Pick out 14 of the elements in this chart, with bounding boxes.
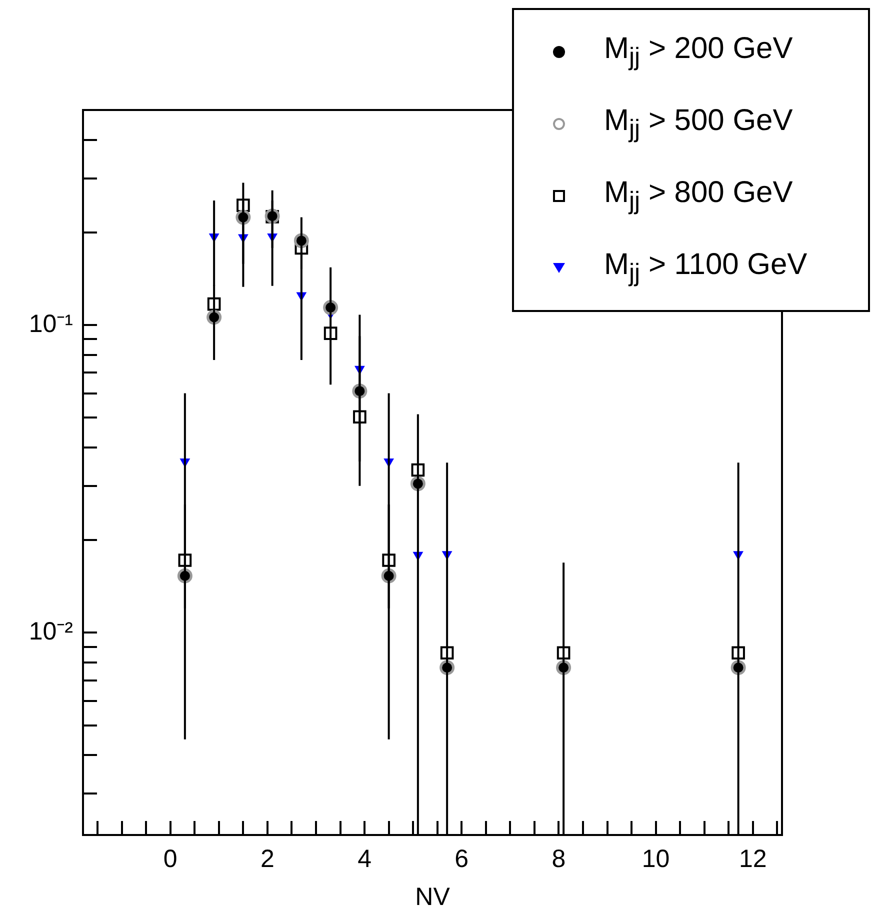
- y-tick-label: 10⁻¹: [28, 310, 73, 338]
- legend-label: M$_{jj}$ > 500 GeV: [604, 104, 793, 144]
- legend-label: M$_{jj}$ > 800 GeV: [604, 176, 793, 216]
- x-tick-label: 12: [738, 844, 767, 873]
- legend-label: M$_{jj}$ > 1100 GeV: [604, 248, 808, 288]
- x-tick-label: 0: [163, 844, 178, 873]
- legend-label: M$_{jj}$ > 200 GeV: [604, 32, 793, 72]
- x-tick-label: 8: [552, 844, 566, 873]
- x-axis-title: NV: [415, 882, 450, 911]
- x-tick-label: 2: [260, 844, 274, 873]
- x-tick-label: 4: [358, 844, 372, 873]
- x-tick-label: 10: [642, 844, 670, 873]
- y-tick-label: 10⁻²: [28, 618, 73, 646]
- x-tick-label: 6: [454, 844, 469, 873]
